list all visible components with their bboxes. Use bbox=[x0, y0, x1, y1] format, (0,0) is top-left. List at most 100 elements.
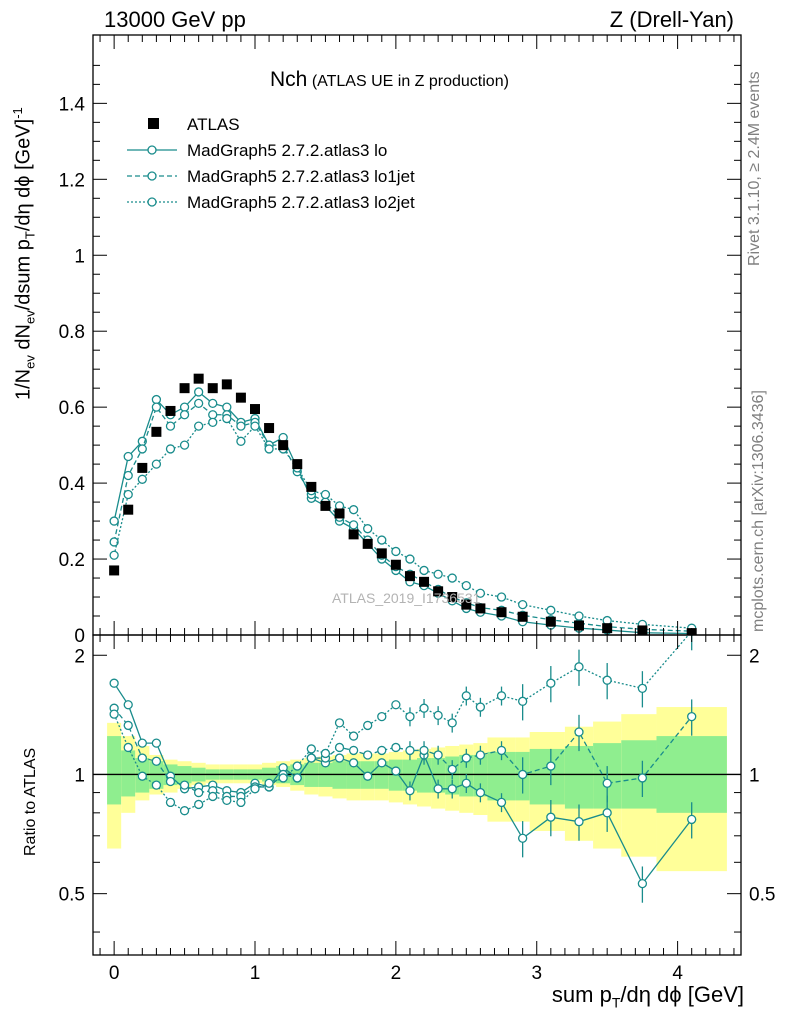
ratio-marker-series-2 bbox=[475, 750, 486, 760]
ratio-line-series-2 bbox=[113, 707, 693, 798]
main-data-point bbox=[348, 529, 359, 540]
main-data-point bbox=[433, 586, 444, 597]
main-marker-series-3 bbox=[433, 569, 443, 579]
ratio-marker-series-2 bbox=[518, 769, 528, 780]
y-axis-label-ratio: Ratio to ATLAS bbox=[22, 747, 39, 856]
ratio-marker-series-1 bbox=[137, 738, 147, 748]
ratio-marker-series-1 bbox=[602, 808, 612, 818]
x-axis-label: sum pT/dη dϕ [GeV] bbox=[551, 982, 744, 1011]
ratio-marker-series-2 bbox=[306, 753, 316, 763]
ratio-marker-series-1 bbox=[518, 833, 528, 843]
main-marker-series-3 bbox=[546, 605, 556, 615]
main-marker-series-3 bbox=[496, 592, 507, 602]
main-marker-series-3 bbox=[461, 580, 471, 591]
main-data-point bbox=[419, 576, 430, 587]
y-tick-label-main: 0.6 bbox=[59, 398, 85, 419]
main-line-series-2 bbox=[113, 402, 692, 632]
main-marker-series-3 bbox=[179, 440, 190, 450]
main-marker-series-2 bbox=[348, 520, 359, 530]
ratio-marker-series-3 bbox=[292, 761, 302, 771]
main-data-point bbox=[207, 383, 218, 394]
rivet-version-label: Rivet 3.1.10, ≥ 2.4M events bbox=[746, 71, 763, 266]
ratio-marker-series-2 bbox=[637, 773, 648, 783]
main-data-point bbox=[637, 625, 648, 635]
main-data-point bbox=[545, 616, 556, 627]
main-marker-series-1 bbox=[151, 394, 162, 405]
y-tick-label-ratio-right: 0.5 bbox=[749, 885, 775, 906]
main-data-point bbox=[137, 462, 148, 473]
ratio-marker-series-1 bbox=[433, 784, 443, 794]
main-marker-series-3 bbox=[264, 444, 274, 454]
main-marker-series-1 bbox=[123, 451, 133, 462]
ratio-marker-series-2 bbox=[419, 745, 429, 756]
main-marker-series-3 bbox=[109, 550, 119, 560]
main-data-point bbox=[193, 373, 204, 384]
main-marker-series-3 bbox=[123, 489, 133, 500]
main-data-point bbox=[475, 603, 486, 614]
main-data-point bbox=[109, 565, 120, 576]
legend-marker-dashed bbox=[147, 171, 157, 181]
ratio-marker-series-3 bbox=[236, 797, 246, 808]
ratio-marker-series-2 bbox=[334, 742, 345, 753]
ratio-band-inner bbox=[529, 748, 565, 805]
ratio-marker-series-3 bbox=[602, 675, 612, 685]
main-marker-series-3 bbox=[447, 573, 457, 583]
main-line-series-1 bbox=[113, 391, 692, 635]
y-tick-label-ratio-left: 0.5 bbox=[59, 885, 85, 906]
main-marker-series-3 bbox=[419, 565, 429, 576]
y-tick-label-main: 1 bbox=[74, 246, 85, 267]
main-data-point bbox=[496, 607, 507, 618]
main-data-point bbox=[235, 392, 246, 403]
main-data-point bbox=[221, 379, 232, 390]
ratio-marker-series-2 bbox=[151, 756, 162, 766]
y-tick-label-ratio-left: 2 bbox=[74, 646, 85, 667]
ratio-marker-series-2 bbox=[602, 778, 612, 788]
main-data-point bbox=[179, 383, 190, 394]
main-marker-series-3 bbox=[475, 588, 486, 598]
ratio-band-inner bbox=[564, 745, 594, 809]
ratio-marker-series-2 bbox=[405, 745, 415, 756]
ratio-marker-series-3 bbox=[278, 773, 288, 783]
ratio-band-inner bbox=[107, 736, 122, 805]
ratio-marker-series-3 bbox=[334, 718, 345, 728]
y-tick-label-ratio-right: 1 bbox=[749, 765, 760, 786]
ratio-marker-series-3 bbox=[222, 795, 232, 806]
legend-marker-solid bbox=[147, 145, 157, 155]
legend: ATLAS MadGraph5 2.7.2.atlas3 lo MadGraph5 … bbox=[127, 115, 415, 212]
main-data-point bbox=[320, 500, 331, 511]
legend-label: ATLAS bbox=[187, 115, 240, 134]
ratio-marker-series-3 bbox=[208, 791, 218, 802]
y-tick-label-main: 1.4 bbox=[59, 94, 86, 115]
legend-marker-atlas bbox=[148, 118, 159, 129]
main-marker-series-3 bbox=[222, 413, 232, 424]
main-data-point bbox=[123, 504, 134, 515]
main-marker-series-1 bbox=[109, 516, 119, 526]
main-marker-series-1 bbox=[208, 398, 218, 409]
main-data-point bbox=[306, 481, 317, 492]
ratio-marker-series-2 bbox=[123, 720, 133, 731]
ratio-marker-series-1 bbox=[391, 766, 401, 776]
y-tick-label-main: 0.2 bbox=[59, 550, 85, 571]
ratio-marker-series-3 bbox=[546, 678, 556, 688]
plot-title: Nch (ATLAS UE in Z production) bbox=[270, 68, 509, 92]
ratio-marker-series-2 bbox=[496, 745, 507, 756]
ratio-marker-series-2 bbox=[391, 742, 401, 753]
y-axis-label-main: 1/Nev dNev/dsum pT/dη dϕ [GeV]-1 bbox=[10, 107, 38, 400]
main-marker-series-3 bbox=[137, 474, 147, 484]
ratio-line-series-3 bbox=[113, 635, 690, 812]
main-marker-series-2 bbox=[236, 421, 246, 431]
main-marker-series-3 bbox=[518, 599, 528, 610]
ratio-marker-series-1 bbox=[546, 812, 556, 822]
axis-ticks bbox=[93, 35, 741, 955]
main-data-point bbox=[404, 571, 415, 582]
ratio-band-inner bbox=[431, 758, 446, 793]
main-marker-series-3 bbox=[348, 505, 359, 515]
ratio-marker-series-2 bbox=[433, 750, 443, 760]
legend-label: MadGraph5 2.7.2.atlas3 lo bbox=[187, 141, 387, 160]
ratio-marker-series-3 bbox=[475, 702, 486, 712]
ratio-marker-series-1 bbox=[363, 771, 373, 781]
x-tick-label: 3 bbox=[531, 963, 542, 984]
x-tick-label: 0 bbox=[109, 963, 120, 984]
main-marker-series-3 bbox=[363, 524, 373, 534]
ratio-marker-series-2 bbox=[363, 750, 373, 760]
